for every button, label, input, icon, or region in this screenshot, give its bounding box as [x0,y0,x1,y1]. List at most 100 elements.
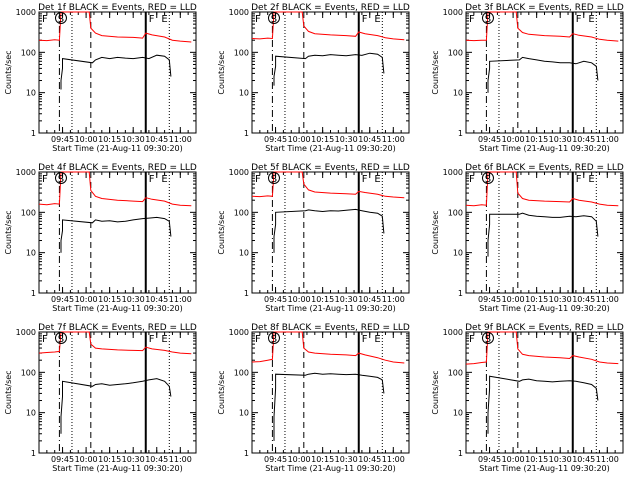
annotation-F: F [469,174,475,185]
panel-det-5: Det 5f BLACK = Events, RED = LLD 1 10 100 10… [217,163,410,313]
x-tick-label: 10:45 [358,295,381,304]
series-events-line [60,54,172,90]
x-tick-label: 10:00 [288,295,311,304]
y-axis-label: Counts/sec [4,50,13,94]
x-tick-label: 10:45 [572,135,595,144]
y-tick-label: 100 [234,208,249,217]
y-tick-label: 1000 [16,168,36,177]
series-events-line [487,212,599,257]
x-tick-label: 10:45 [145,455,168,464]
series-events-line [273,52,385,86]
y-tick-label: 100 [21,368,36,377]
x-axis-label: Start Time (21-Aug-11 09:30:20) [52,464,183,473]
annotation-F: F [469,14,475,25]
annotation-F: F [255,14,261,25]
annotation-S: S [271,334,277,345]
annotation-S: S [58,174,64,185]
annotation-E: E [374,14,380,25]
y-tick-label: 1 [458,289,463,298]
x-tick-label: 10:30 [122,135,145,144]
x-tick-label: 10:15 [311,295,334,304]
panel-det-8: Det 8f BLACK = Events, RED = LLD 1 10 100 10… [217,323,410,473]
plot-frame [251,11,410,134]
x-tick-label: 11:00 [169,295,192,304]
x-tick-label: 10:15 [98,135,121,144]
y-axis-label: Counts/sec [431,50,440,94]
series-lld-line [465,331,619,365]
x-axis-label: Start Time (21-Aug-11 09:30:20) [265,304,396,313]
x-tick-label: 11:00 [169,135,192,144]
annotation-E: E [374,174,380,185]
x-axis-label: Start Time (21-Aug-11 09:30:20) [52,144,183,153]
x-tick-label: 09:45 [51,455,74,464]
annotation-circle [481,332,494,344]
x-tick-label: 10:00 [75,455,98,464]
series-lld-line [38,331,192,355]
panel-det-1: Det 1f BLACK = Events, RED = LLD 1 10 100 10… [4,3,197,153]
x-tick-label: 10:15 [311,135,334,144]
y-tick-label: 1000 [229,328,249,337]
x-tick-label: 10:15 [98,455,121,464]
series-events-line [273,372,385,441]
x-tick-label: 10:45 [358,135,381,144]
y-tick-label: 10 [453,249,463,258]
x-tick-label: 10:30 [549,455,572,464]
panel-det-9: Det 9f BLACK = Events, RED = LLD 1 10 100 10… [431,323,624,473]
x-tick-label: 11:00 [596,455,619,464]
y-tick-label: 1 [458,129,463,138]
panel-det-4: Det 4f BLACK = Events, RED = LLD 1 10 100 10… [4,163,197,313]
annotation-F: F [362,334,368,345]
y-tick-label: 1000 [443,8,463,17]
annotation-E: E [161,174,167,185]
x-tick-label: 10:00 [75,295,98,304]
x-tick-label: 10:30 [549,135,572,144]
y-tick-label: 10 [26,249,36,258]
y-axis-label: Counts/sec [4,370,13,414]
annotation-F: F [362,14,368,25]
series-events-line [487,375,599,434]
x-tick-label: 10:15 [311,455,334,464]
series-lld-line [251,171,405,199]
annotation-S: S [271,14,277,25]
annotation-circle [267,12,280,24]
x-tick-label: 09:45 [264,455,287,464]
panel-title: Det 8f BLACK = Events, RED = LLD [251,323,410,333]
series-lld-line [38,11,192,43]
annotation-F: F [149,334,155,345]
x-tick-label: 10:15 [98,295,121,304]
annotation-F: F [576,334,582,345]
annotation-circle [54,12,67,24]
y-tick-label: 100 [448,48,463,57]
y-tick-label: 1000 [443,168,463,177]
plot-frame [251,171,410,294]
x-axis-label: Start Time (21-Aug-11 09:30:20) [479,304,610,313]
x-tick-label: 10:45 [358,455,381,464]
y-tick-label: 10 [453,89,463,98]
y-tick-label: 10 [239,249,249,258]
annotation-F: F [42,334,48,345]
annotation-F: F [149,174,155,185]
x-tick-label: 10:15 [525,135,548,144]
annotation-S: S [271,174,277,185]
annotation-S: S [485,14,491,25]
x-tick-label: 11:00 [169,455,192,464]
annotation-F: F [576,174,582,185]
annotation-F: F [42,14,48,25]
x-tick-label: 10:30 [335,455,358,464]
y-tick-label: 100 [234,48,249,57]
y-tick-label: 1000 [229,168,249,177]
y-axis-label: Counts/sec [217,50,226,94]
series-events-line [273,208,385,253]
x-tick-label: 10:00 [75,135,98,144]
y-axis-label: Counts/sec [431,210,440,254]
y-axis-label: Counts/sec [217,370,226,414]
series-lld-line [251,331,405,364]
x-tick-label: 10:30 [122,455,145,464]
x-tick-label: 10:30 [335,295,358,304]
annotation-circle [267,332,280,344]
y-tick-label: 100 [448,368,463,377]
series-events-line [60,216,172,253]
x-tick-label: 11:00 [382,455,405,464]
annotation-E: E [588,334,594,345]
x-tick-label: 11:00 [382,135,405,144]
